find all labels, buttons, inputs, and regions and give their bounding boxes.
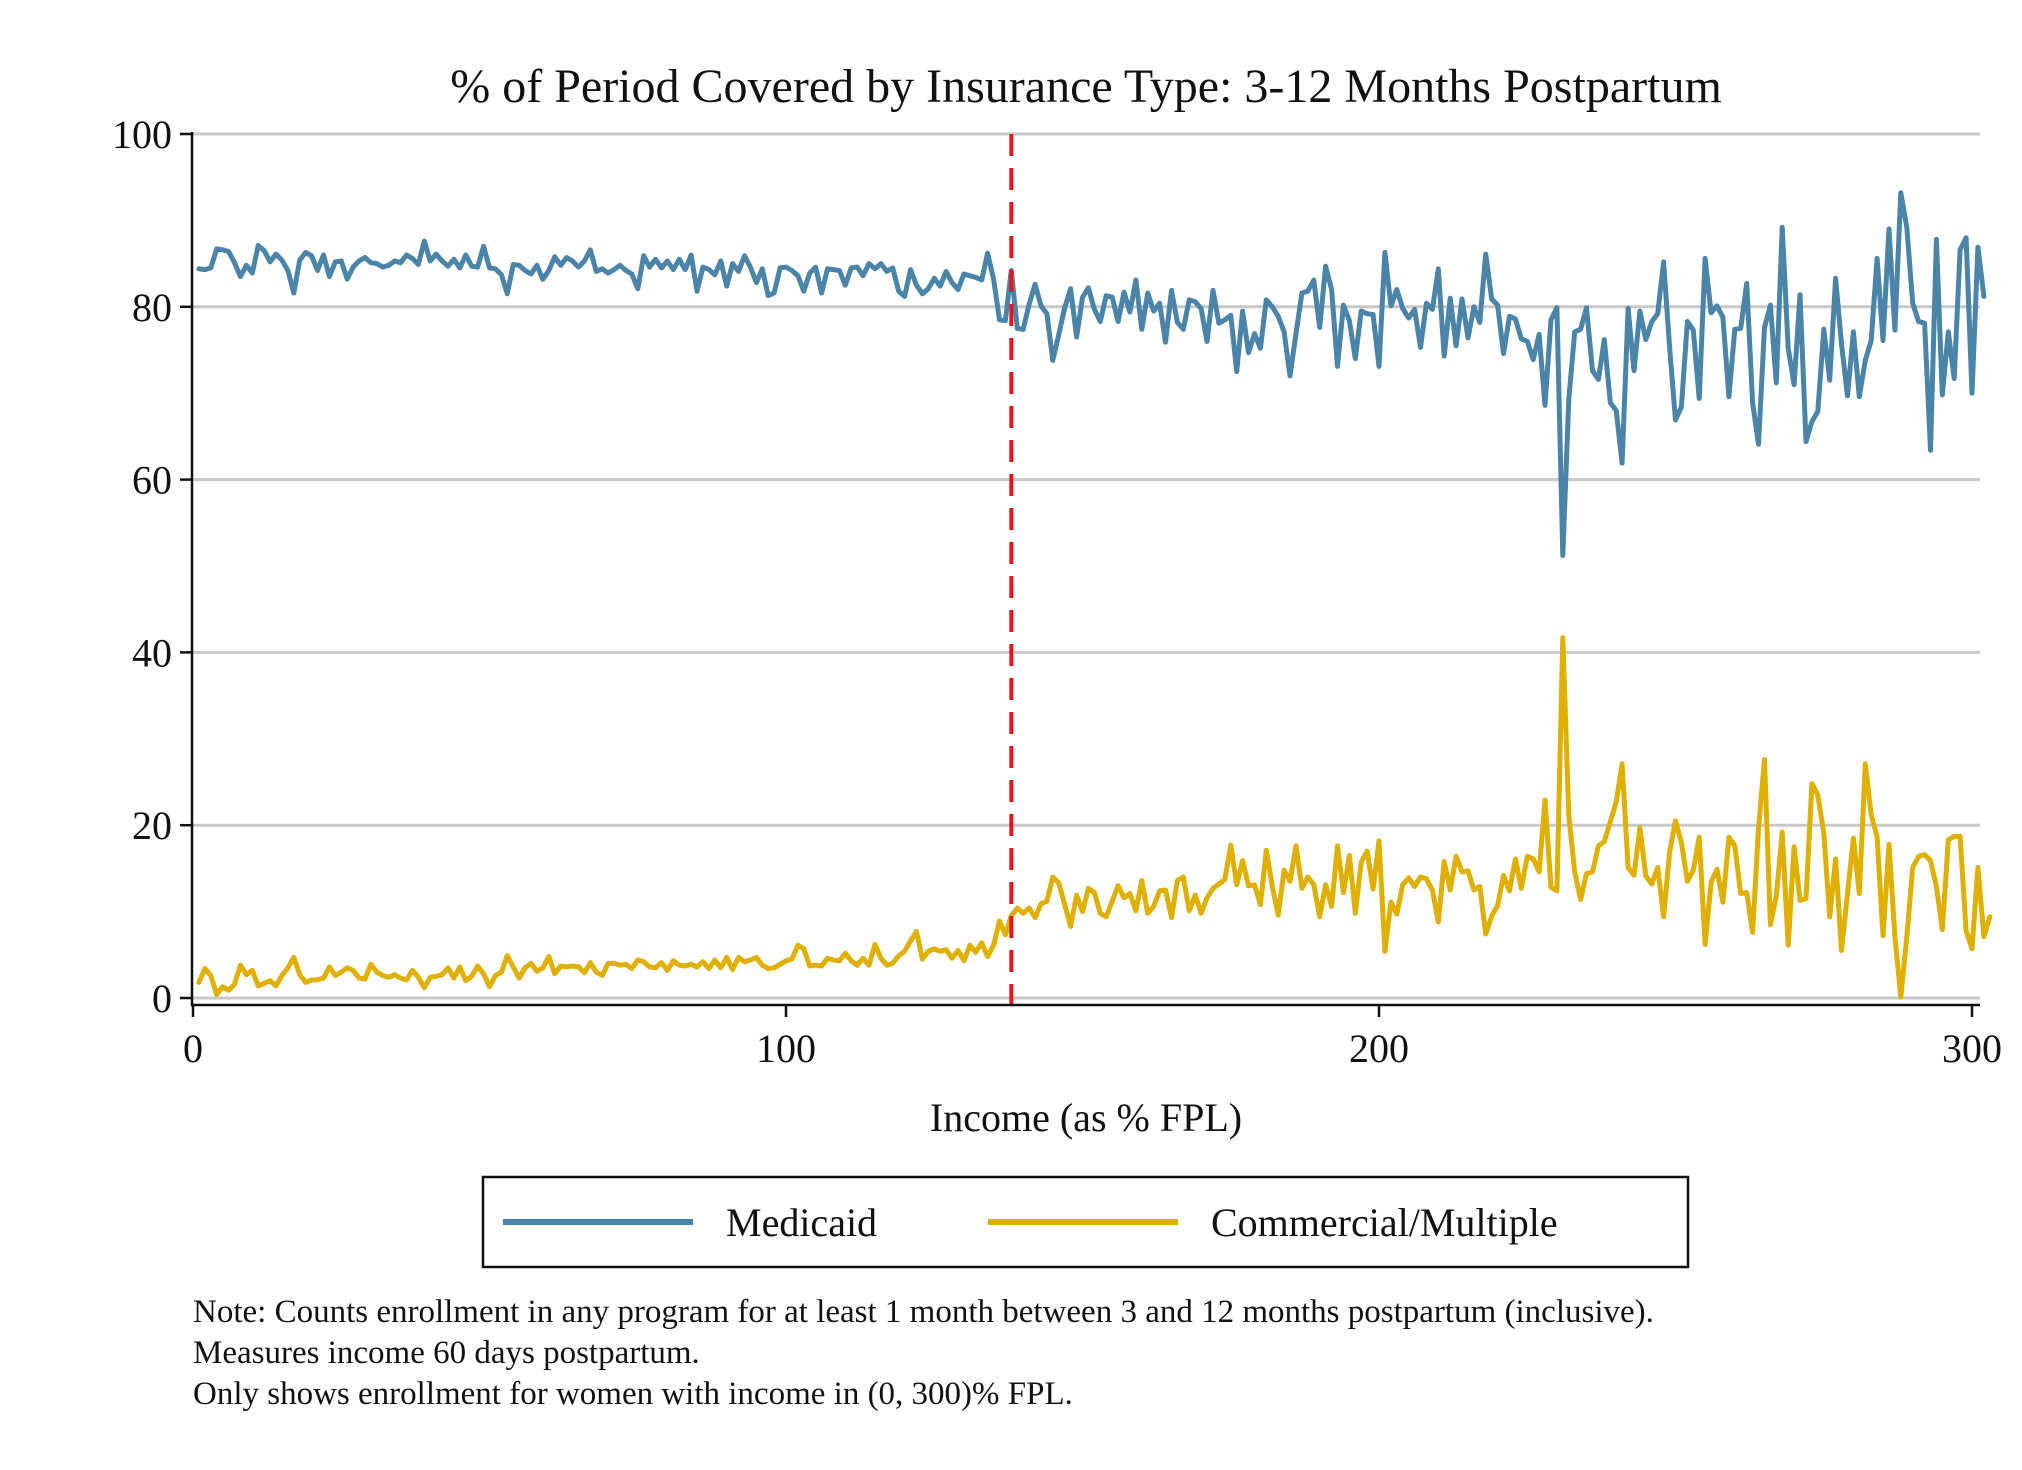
x-tick-label-0: 0 bbox=[183, 1026, 203, 1071]
x-tick-label-200: 200 bbox=[1349, 1026, 1409, 1071]
x-axis-label: Income (as % FPL) bbox=[930, 1095, 1242, 1140]
axes bbox=[190, 132, 1980, 1007]
y-axis-ticks: 0 20 40 60 80 100 bbox=[112, 112, 192, 1021]
y-tick-label-40: 40 bbox=[132, 630, 172, 675]
note-line-3: Only shows enrollment for women with inc… bbox=[193, 1376, 1073, 1412]
note-line-1: Note: Counts enrollment in any program f… bbox=[193, 1294, 1654, 1330]
series-line-medicaid bbox=[196, 190, 1987, 559]
series-line-commercial-multiple bbox=[196, 635, 1993, 1000]
gridlines bbox=[192, 132, 1980, 1000]
note-line-2: Measures income 60 days postpartum. bbox=[193, 1335, 700, 1371]
series-layer bbox=[196, 190, 1993, 1000]
x-axis-ticks: 0 100 200 300 bbox=[183, 1005, 2002, 1071]
x-tick-label-300: 300 bbox=[1942, 1026, 2002, 1071]
legend-label-medicaid: Medicaid bbox=[726, 1200, 877, 1245]
y-tick-label-20: 20 bbox=[132, 803, 172, 848]
chart-title: % of Period Covered by Insurance Type: 3… bbox=[450, 60, 1722, 113]
y-tick-label-0: 0 bbox=[152, 976, 172, 1021]
legend: Medicaid Commercial/Multiple bbox=[481, 1175, 1690, 1269]
x-tick-label-100: 100 bbox=[756, 1026, 816, 1071]
y-tick-label-80: 80 bbox=[132, 285, 172, 330]
y-tick-label-60: 60 bbox=[132, 458, 172, 503]
legend-label-commercial: Commercial/Multiple bbox=[1211, 1200, 1558, 1245]
y-tick-label-100: 100 bbox=[112, 112, 172, 157]
